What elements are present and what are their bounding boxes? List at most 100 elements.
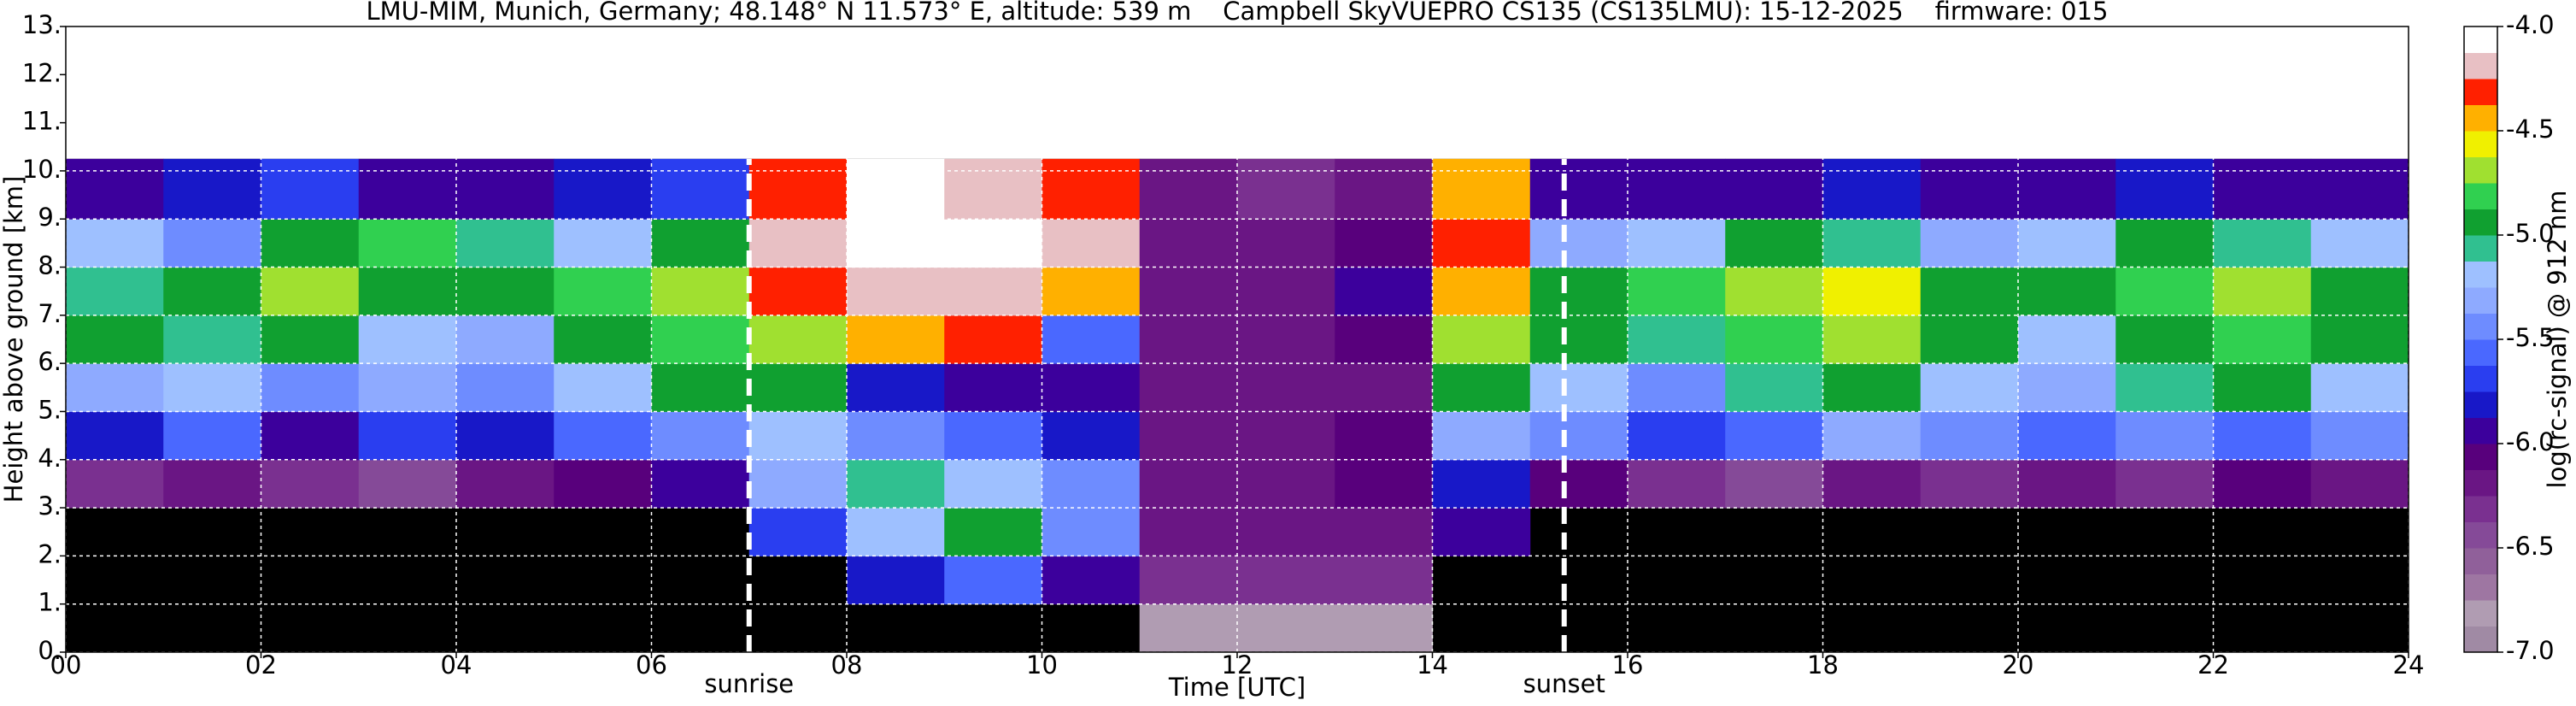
heatmap-cell: [1237, 556, 1335, 605]
heatmap-cell: [1432, 219, 1531, 268]
heatmap-cell: [1139, 158, 1238, 220]
heatmap-cell: [2115, 363, 2214, 412]
heatmap-cell: [163, 363, 261, 412]
heatmap-cell: [2310, 363, 2409, 412]
heatmap-cell: [2115, 315, 2214, 364]
heatmap-cell: [1920, 267, 2019, 316]
x-tick-label: 02: [245, 650, 277, 680]
colorbar-band: [2464, 548, 2497, 574]
heatmap-cell: [944, 556, 1042, 605]
heatmap-cell: [1529, 315, 1628, 364]
heatmap-cell: [1822, 315, 1922, 364]
x-tick-label: 16: [1612, 650, 1644, 680]
heatmap-cell: [1139, 508, 1238, 556]
heatmap-cell: [358, 363, 457, 412]
heatmap-cell: [1237, 315, 1335, 364]
heatmap-cell: [1237, 219, 1335, 268]
y-tick-label: 9.: [38, 203, 62, 232]
heatmap-cell: [2018, 315, 2116, 364]
heatmap-cell: [2115, 158, 2214, 220]
heatmap-cell: [1725, 158, 1823, 220]
heatmap-cell: [1042, 219, 1141, 268]
heatmap-cell: [1920, 363, 2019, 412]
heatmap-cell: [847, 459, 945, 509]
heatmap-cell: [1335, 267, 1433, 316]
heatmap-cell: [554, 363, 652, 412]
heatmap-cell: [1335, 603, 1433, 653]
heatmap-cell: [1237, 267, 1335, 316]
heatmap-cell: [1822, 158, 1922, 220]
colorbar-label: log(rc-signal) @ 912 nm: [2543, 191, 2572, 489]
heatmap-cell: [1042, 411, 1141, 461]
heatmap-cell: [1335, 158, 1433, 220]
heatmap-cell: [1725, 459, 1823, 509]
colorbar-tick-label: -5.5: [2506, 323, 2555, 352]
heatmap-cell: [1335, 315, 1433, 364]
heatmap-cell: [1042, 315, 1141, 364]
heatmap-cell: [1237, 603, 1335, 653]
colorbar-band: [2464, 26, 2497, 53]
heatmap-cell: [2213, 411, 2312, 461]
x-tick-label: 00: [50, 650, 82, 680]
heatmap-cell: [456, 219, 555, 268]
heatmap-cell: [1335, 411, 1433, 461]
heatmap-cell: [163, 267, 261, 316]
x-tick-label: 24: [2393, 650, 2425, 680]
heatmap-cell: [748, 363, 848, 412]
heatmap-cell: [456, 411, 555, 461]
heatmap-cell: [358, 459, 457, 509]
heatmap-cell: [651, 219, 750, 268]
heatmap-cell: [1920, 158, 2019, 220]
colorbar-band: [2464, 469, 2497, 497]
heatmap-cell: [358, 267, 457, 316]
heatmap-cell: [66, 459, 164, 509]
heatmap-cell: [1139, 267, 1238, 316]
heatmap-cell: [1725, 315, 1823, 364]
y-tick-label: 10.: [22, 155, 62, 184]
heatmap-cell: [163, 411, 261, 461]
heatmap-cell: [1822, 411, 1922, 461]
event-label: sunrise: [704, 669, 794, 698]
heatmap-cell: [2310, 459, 2409, 509]
heatmap-cell: [1139, 363, 1238, 412]
heatmap-cell: [2115, 267, 2214, 316]
heatmap-cell: [944, 459, 1042, 509]
heatmap-cell: [1042, 556, 1141, 605]
x-tick-label: 08: [831, 650, 863, 680]
heatmap-cell: [847, 508, 945, 556]
heatmap-cell: [554, 459, 652, 509]
heatmap-cell: [1042, 267, 1141, 316]
colorbar-band: [2464, 391, 2497, 418]
x-tick-label: 22: [2198, 650, 2229, 680]
colorbar-band: [2464, 209, 2497, 236]
heatmap-cell: [261, 267, 360, 316]
event-label: sunset: [1523, 669, 1605, 698]
colorbar-tick-label: -6.0: [2506, 427, 2555, 456]
heatmap-cell: [66, 411, 164, 461]
heatmap-cell: [2018, 158, 2116, 220]
heatmap-cell: [651, 363, 750, 412]
heatmap-cell: [1432, 459, 1531, 509]
heatmap-cell: [1432, 315, 1531, 364]
colorbar-band: [2464, 52, 2497, 79]
heatmap-cell: [748, 411, 848, 461]
heatmap-cell: [1139, 219, 1238, 268]
colorbar-tick-label: -7.0: [2506, 636, 2555, 665]
heatmap-cell: [748, 267, 848, 316]
heatmap-cell: [1432, 508, 1531, 556]
heatmap-cell: [2018, 219, 2116, 268]
y-axis-label: Height above ground [km]: [0, 176, 28, 503]
y-tick-label: 0.: [38, 636, 62, 665]
heatmap-cell: [2115, 459, 2214, 509]
heatmap-cell: [748, 508, 848, 556]
heatmap-cell: [1920, 219, 2019, 268]
heatmap-cell: [261, 219, 360, 268]
y-tick-label: 13.: [22, 10, 62, 39]
heatmap-cell: [554, 411, 652, 461]
heatmap-cell: [2018, 267, 2116, 316]
heatmap-cell: [944, 158, 1042, 220]
heatmap-cell: [456, 363, 555, 412]
heatmap-cell: [2310, 158, 2409, 220]
colorbar-band: [2464, 626, 2497, 653]
heatmap-cell: [1042, 158, 1141, 220]
